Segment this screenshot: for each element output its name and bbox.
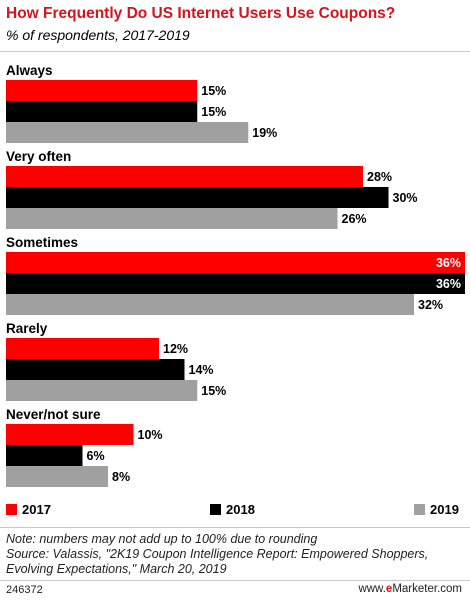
bar-2018 — [6, 359, 185, 380]
legend-label: 2018 — [226, 502, 255, 517]
data-label: 32% — [418, 298, 443, 312]
bar-2018 — [6, 273, 465, 294]
divider-bottom — [0, 527, 470, 528]
legend-swatch-2017 — [6, 504, 17, 515]
data-label: 26% — [342, 212, 367, 226]
data-label: 19% — [252, 126, 277, 140]
bar-2019 — [6, 208, 338, 229]
chart-subtitle: % of respondents, 2017-2019 — [6, 27, 190, 43]
data-label: 15% — [201, 384, 226, 398]
data-label: 8% — [112, 470, 130, 484]
category-label: Always — [6, 63, 53, 78]
divider-top — [0, 51, 470, 52]
brand-rest: Marketer.com — [392, 583, 462, 595]
data-label: 15% — [201, 105, 226, 119]
bar-2019 — [6, 466, 108, 487]
category-label: Never/not sure — [6, 407, 101, 422]
bar-2019 — [6, 294, 414, 315]
legend-swatch-2019 — [414, 504, 425, 515]
brand-prefix: www. — [358, 583, 386, 595]
bar-2017 — [6, 424, 134, 445]
data-label: 30% — [393, 191, 418, 205]
bar-2019 — [6, 122, 249, 143]
data-label: 15% — [201, 84, 226, 98]
divider-footer — [0, 580, 470, 581]
note-rounding: Note: numbers may not add up to 100% due… — [6, 532, 318, 546]
legend-label: 2019 — [430, 502, 459, 517]
bar-2017 — [6, 166, 363, 187]
category-label: Very often — [6, 149, 71, 164]
bar-2017 — [6, 252, 465, 273]
bar-2017 — [6, 338, 159, 359]
data-label: 36% — [436, 277, 461, 291]
data-label: 36% — [436, 256, 461, 270]
bar-2018 — [6, 445, 83, 466]
legend-swatch-2018 — [210, 504, 221, 515]
bar-2018 — [6, 101, 198, 122]
note-source-line-2: Evolving Expectations," March 20, 2019 — [6, 562, 227, 576]
brand-e: e — [385, 583, 393, 595]
chart-id: 246372 — [6, 584, 43, 596]
data-label: 14% — [189, 363, 214, 377]
bar-2018 — [6, 187, 389, 208]
note-source-line-1: Source: Valassis, "2K19 Coupon Intellige… — [6, 547, 429, 561]
category-label: Rarely — [6, 321, 48, 336]
legend-label: 2017 — [22, 502, 51, 517]
chart-notes: Note: numbers may not add up to 100% due… — [6, 532, 428, 577]
data-label: 28% — [367, 170, 392, 184]
data-label: 10% — [138, 428, 163, 442]
brand-link[interactable]: www.eMarketer.com — [358, 583, 462, 595]
data-label: 12% — [163, 342, 188, 356]
chart-title: How Frequently Do US Internet Users Use … — [6, 5, 396, 22]
bar-2019 — [6, 380, 198, 401]
category-label: Sometimes — [6, 235, 78, 250]
data-label: 6% — [87, 449, 105, 463]
bar-chart: Always 15% 15% 19% Very often 28%30% 26% Someti… — [6, 63, 465, 517]
bar-2017 — [6, 80, 198, 101]
